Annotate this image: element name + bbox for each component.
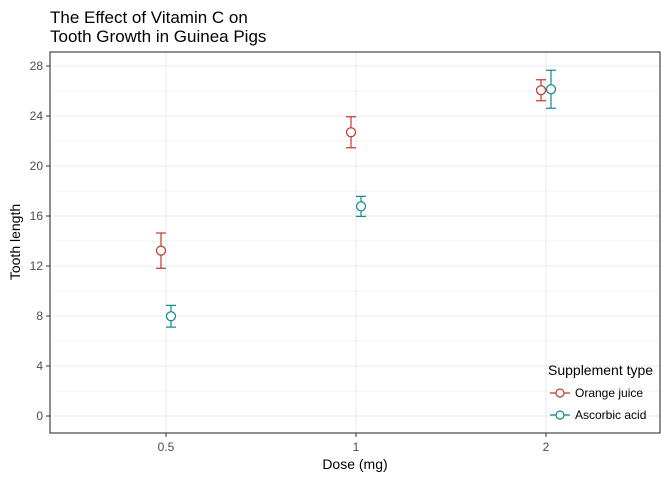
legend: Supplement type Orange juice Ascorbic aci…: [548, 362, 653, 422]
data-point: [345, 127, 357, 138]
y-axis: 0 4 8 12 16 20 24 28: [30, 59, 50, 423]
data-point: [155, 245, 167, 256]
grid: [50, 52, 660, 433]
legend-title: Supplement type: [548, 362, 653, 378]
data-point: [535, 85, 547, 96]
panel-border: [49, 51, 661, 434]
y-tick-label: 28: [30, 59, 44, 73]
y-tick-label: 4: [36, 359, 43, 373]
y-tick-label: 24: [30, 109, 44, 123]
x-axis-label: Dose (mg): [322, 456, 387, 472]
legend-label: Ascorbic acid: [575, 408, 646, 422]
data-point: [165, 311, 177, 322]
x-tick-label: 0.5: [158, 440, 175, 454]
chart-title-line-1: The Effect of Vitamin C on: [50, 8, 248, 27]
x-tick-label: 1: [353, 440, 360, 454]
x-axis: 0.5 1 2: [158, 433, 550, 454]
chart-title-line-2: Tooth Growth in Guinea Pigs: [50, 27, 266, 46]
y-tick-label: 8: [36, 309, 43, 323]
x-tick-label: 2: [543, 440, 550, 454]
data-point: [355, 201, 367, 212]
data-marks: [155, 69, 557, 328]
data-point: [545, 84, 557, 95]
y-axis-label: Tooth length: [7, 204, 23, 280]
y-tick-label: 20: [30, 159, 44, 173]
legend-key-point: [555, 410, 565, 420]
y-tick-label: 0: [36, 409, 43, 423]
legend-key-point: [555, 388, 565, 398]
legend-label: Orange juice: [575, 386, 643, 400]
y-tick-label: 12: [30, 259, 44, 273]
y-tick-label: 16: [30, 209, 44, 223]
